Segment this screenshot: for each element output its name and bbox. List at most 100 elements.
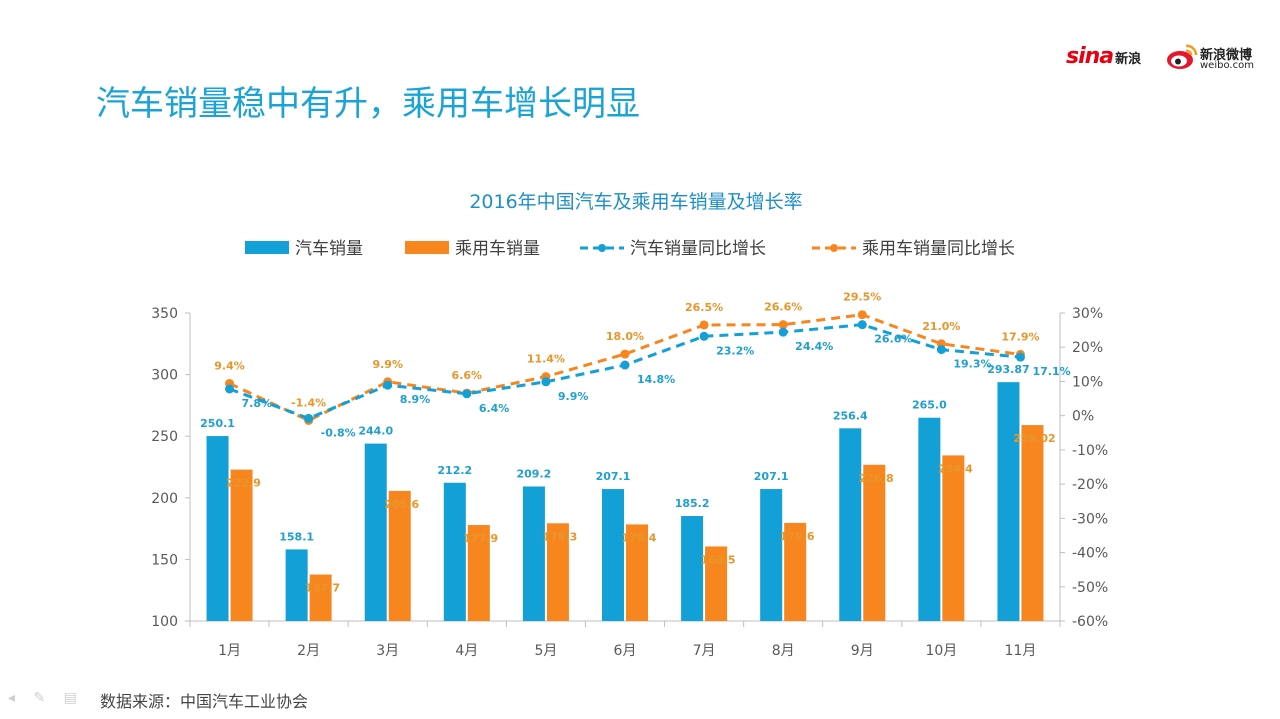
- right-axis-tick-label: -10%: [1072, 443, 1108, 459]
- x-axis-tick-label: 3月: [376, 643, 399, 659]
- right-axis-tick-label: -40%: [1072, 546, 1108, 562]
- data-label-auto-sales: 185.2: [675, 497, 710, 510]
- point-auto-growth: [936, 345, 946, 355]
- data-source: 数据来源：中国汽车工业协会: [100, 692, 309, 711]
- right-axis-tick-label: -50%: [1072, 580, 1108, 596]
- bar-auto-sales: [681, 516, 704, 621]
- data-label-auto-growth: 6.4%: [479, 402, 510, 415]
- data-label-passenger-sales: 160.5: [701, 553, 736, 566]
- bar-passenger-sales: [230, 469, 253, 621]
- point-auto-growth: [699, 331, 709, 341]
- data-label-auto-growth: 24.4%: [795, 340, 833, 353]
- data-label-auto-growth: 7.8%: [242, 397, 273, 410]
- bar-auto-sales: [206, 436, 229, 621]
- legend-swatch-2: [405, 241, 449, 254]
- data-label-auto-growth: 9.9%: [558, 390, 589, 403]
- bar-passenger-sales: [626, 524, 648, 621]
- pen-icon[interactable]: ✎: [33, 690, 46, 706]
- data-label-auto-sales: 207.1: [754, 470, 789, 483]
- data-label-passenger-sales: 259.02: [1013, 432, 1055, 445]
- data-label-auto-sales: 256.4: [833, 409, 868, 422]
- left-axis-tick-label: 200: [151, 491, 178, 507]
- x-axis-tick-label: 5月: [534, 643, 557, 659]
- bar-auto-sales: [997, 382, 1020, 621]
- sina-logo: sina 新浪: [1066, 44, 1141, 69]
- legend-label-2: 乘用车销量: [455, 239, 540, 259]
- data-label-auto-sales: 209.2: [517, 467, 552, 480]
- slide-title: 汽车销量稳中有升，乘用车增长明显: [96, 84, 640, 124]
- weibo-logo: 新浪微博 weibo.com: [1166, 42, 1254, 76]
- data-label-passenger-growth: 21.0%: [922, 320, 960, 333]
- slide-nav: ◂ ✎ ▤: [8, 690, 91, 706]
- right-axis-tick-label: 20%: [1072, 340, 1103, 356]
- bar-auto-sales: [364, 443, 387, 621]
- right-axis-tick-label: 10%: [1072, 374, 1103, 390]
- point-auto-growth: [778, 327, 788, 337]
- bar-passenger-sales: [942, 455, 965, 621]
- right-axis-tick-label: -60%: [1072, 614, 1108, 630]
- x-axis-tick-label: 8月: [772, 643, 795, 659]
- data-label-auto-growth: 19.3%: [953, 358, 991, 371]
- bar-auto-sales: [285, 549, 308, 621]
- x-axis-tick-label: 10月: [925, 643, 957, 659]
- weibo-logo-cn: 新浪微博: [1200, 48, 1253, 63]
- x-axis-tick-label: 2月: [297, 643, 320, 659]
- point-passenger-growth: [857, 310, 867, 320]
- x-axis-tick-label: 7月: [693, 643, 716, 659]
- back-arrow-icon[interactable]: ◂: [8, 690, 16, 706]
- data-label-auto-growth: 14.8%: [637, 373, 675, 386]
- menu-icon[interactable]: ▤: [63, 690, 77, 706]
- legend-label-4: 乘用车销量同比增长: [862, 239, 1015, 259]
- data-label-passenger-growth: 29.5%: [843, 291, 881, 304]
- data-label-auto-growth: 26.6%: [874, 333, 912, 346]
- bar-auto-sales: [760, 489, 783, 621]
- data-label-auto-growth: 23.2%: [716, 344, 754, 357]
- data-label-auto-sales: 244.0: [358, 425, 393, 438]
- bar-auto-sales: [443, 482, 466, 621]
- point-passenger-growth: [699, 320, 709, 330]
- legend-label-3: 汽车销量同比增长: [630, 239, 766, 259]
- x-axis-tick-label: 9月: [851, 643, 874, 659]
- point-auto-growth: [462, 389, 472, 399]
- weibo-eye-icon: [1167, 44, 1198, 69]
- bar-passenger-sales: [467, 525, 490, 621]
- point-passenger-growth: [778, 320, 788, 330]
- right-axis-tick-label: 30%: [1072, 306, 1103, 322]
- data-label-passenger-sales: 178.4: [622, 531, 657, 544]
- point-auto-growth: [1015, 352, 1025, 362]
- bar-auto-sales: [839, 428, 862, 621]
- point-passenger-growth: [620, 349, 630, 359]
- x-axis-tick-label: 1月: [218, 643, 241, 659]
- bar-auto-sales: [522, 486, 545, 621]
- left-axis-tick-label: 350: [151, 306, 178, 322]
- bar-passenger-sales: [309, 574, 332, 621]
- weibo-logo-en: weibo.com: [1200, 60, 1254, 71]
- chart-title: 2016年中国汽车及乘用车销量及增长率: [469, 191, 802, 213]
- right-axis-tick-label: -30%: [1072, 511, 1108, 527]
- data-label-passenger-growth: 11.4%: [527, 353, 565, 366]
- bar-passenger-sales: [388, 490, 411, 621]
- bar-passenger-sales: [705, 546, 728, 621]
- data-label-auto-growth: -0.8%: [321, 426, 356, 439]
- x-axis-tick-label: 11月: [1005, 643, 1037, 659]
- left-axis-tick-label: 250: [151, 429, 178, 445]
- data-label-passenger-sales: 234.4: [938, 462, 973, 475]
- left-axis-tick-label: 150: [151, 552, 178, 568]
- left-axis-tick-label: 100: [151, 614, 178, 630]
- legend-label-1: 汽车销量: [295, 239, 363, 259]
- data-label-auto-growth: 17.1%: [1032, 365, 1070, 378]
- point-auto-growth: [857, 320, 867, 330]
- data-label-passenger-growth: 26.6%: [764, 301, 802, 314]
- bar-auto-sales: [602, 489, 624, 621]
- bar-passenger-sales: [863, 464, 886, 621]
- data-label-passenger-growth: 18.0%: [606, 330, 644, 343]
- data-label-passenger-growth: 26.5%: [685, 301, 723, 314]
- data-label-passenger-sales: 179.6: [780, 530, 815, 543]
- left-axis-tick-label: 300: [151, 368, 178, 384]
- data-label-auto-sales: 158.1: [279, 530, 314, 543]
- data-label-auto-sales: 250.1: [200, 417, 235, 430]
- data-label-passenger-growth: 17.9%: [1001, 330, 1039, 343]
- data-label-passenger-growth: 6.6%: [452, 369, 483, 382]
- legend-marker-3: [598, 244, 606, 252]
